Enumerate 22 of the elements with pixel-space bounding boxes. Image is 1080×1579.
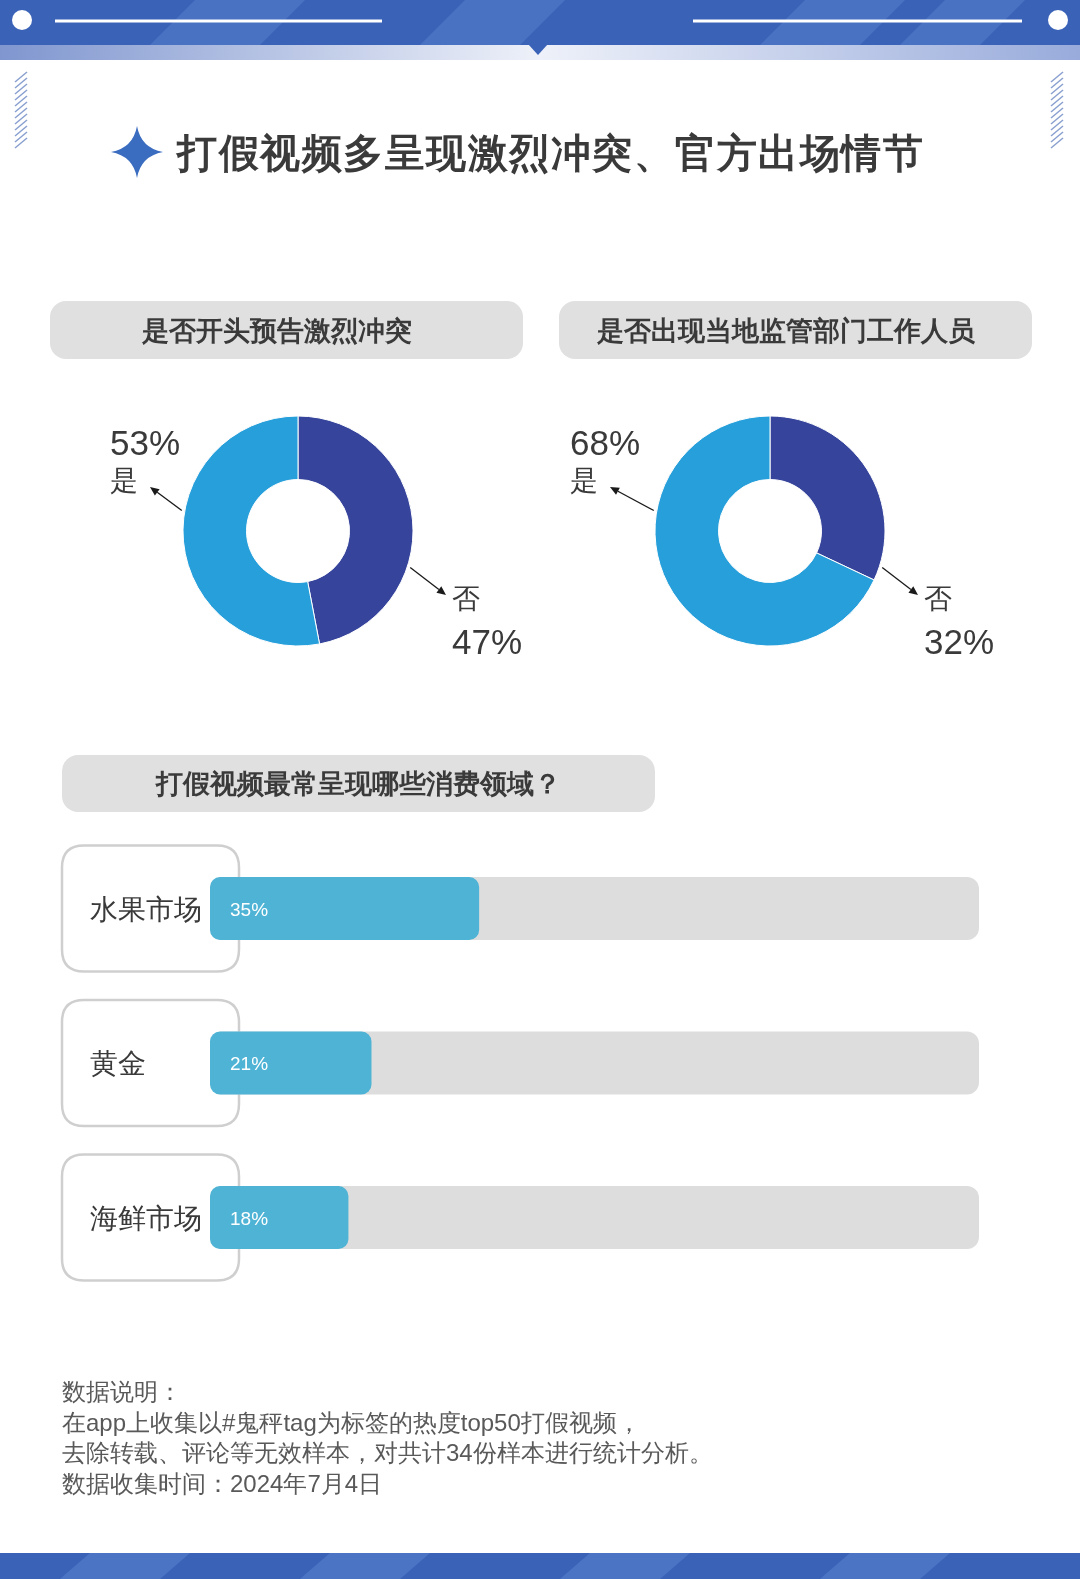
slice-label: 是 [110, 465, 138, 496]
y-tick-label: 海鲜市场 [90, 1202, 202, 1234]
chart-title: 是否开头预告激烈冲突 [140, 316, 412, 346]
text: 去除转载、评论等无效样本，对共计34份样本进行统计分析。 [62, 1439, 713, 1466]
data-label: 18% [230, 1207, 269, 1229]
text: 数据说明： [62, 1378, 182, 1405]
data-label: 68% [570, 423, 641, 462]
y-tick-label: 水果市场 [90, 893, 202, 925]
chart-title: 是否出现当地监管部门工作人员 [595, 316, 976, 346]
text: 在app上收集以#鬼秤tag为标签的热度top50打假视频， [62, 1408, 641, 1436]
data-label: 35% [230, 898, 269, 920]
slice-label: 否 [452, 583, 480, 614]
data-label: 21% [230, 1053, 269, 1074]
text: 数据收集时间：2024年7月4日 [62, 1469, 383, 1497]
y-tick-label: 黄金 [90, 1048, 146, 1079]
data-label: 47% [452, 622, 523, 661]
chart-title: 打假视频最常呈现哪些消费领域？ [154, 769, 561, 799]
data-label: 32% [924, 622, 995, 661]
slice-label: 是 [570, 465, 598, 496]
slice-label: 否 [924, 583, 952, 614]
text: 打假视频多呈现激烈冲突、官方出场情节 [175, 131, 924, 175]
data-label: 53% [110, 423, 181, 462]
